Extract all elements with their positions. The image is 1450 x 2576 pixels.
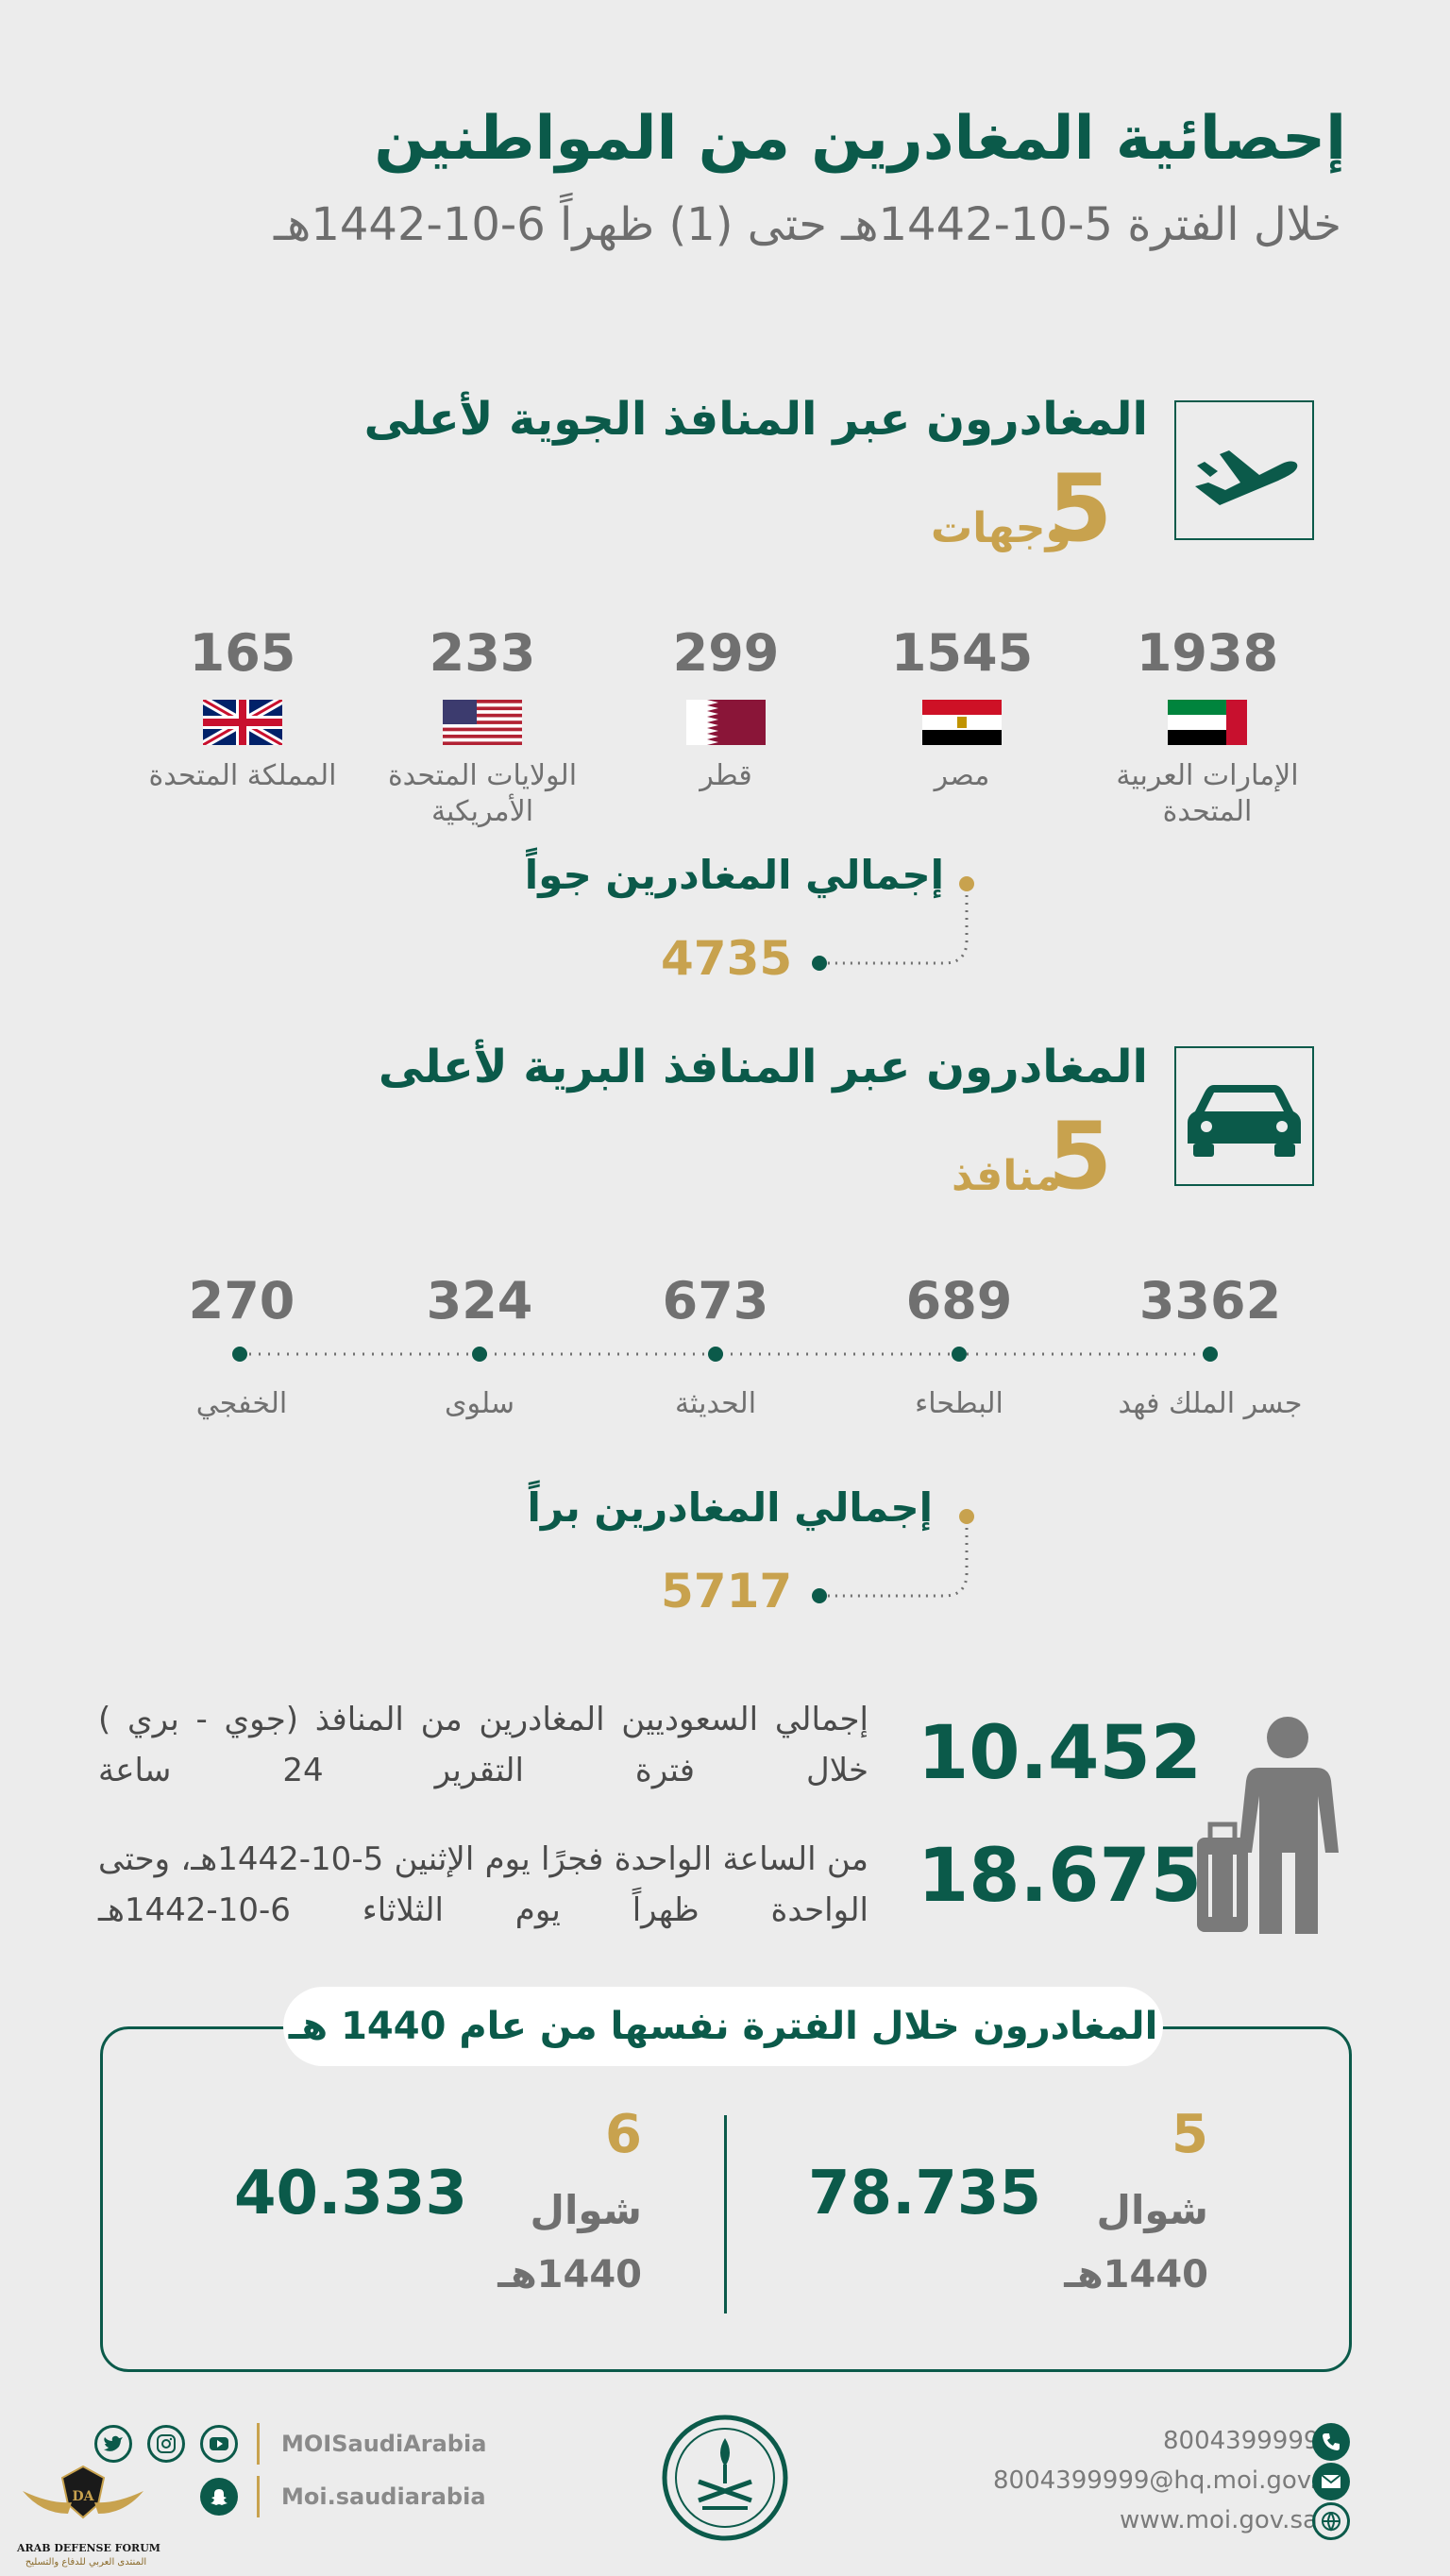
destination-value: 1938 [1136, 623, 1279, 683]
air-total-label: إجمالي المغادرين جواً [524, 852, 944, 898]
twitter-icon[interactable] [94, 2425, 132, 2463]
destination-uae: 1938 الإمارات العربية المتحدة [1099, 623, 1316, 829]
port-name: الحديثة [674, 1387, 757, 1420]
arab-defense-forum-logo: DA [23, 2465, 143, 2519]
airplane-icon-box [1174, 400, 1314, 540]
land-total-connector [812, 1509, 974, 1603]
port-value: 270 [188, 1271, 295, 1330]
land-count: 5 [1048, 1103, 1113, 1211]
port-name: جسر الملك فهد [1118, 1387, 1303, 1420]
destination-name: مصر [934, 759, 990, 792]
destination-qatar: 299 قطر [617, 623, 835, 794]
comparison-day-5: 5 [1172, 2104, 1208, 2165]
port-name: الخفجي [195, 1387, 288, 1420]
egypt-flag [922, 700, 1002, 745]
port-salwa: 324 سلوى [376, 1271, 583, 1420]
port-haditha: 673 الحديثة [612, 1271, 819, 1420]
land-count-word: منافذ [952, 1152, 1061, 1200]
comparison-title: المغادرون خلال الفترة نفسها من عام 1440 … [283, 1987, 1163, 2066]
destination-uk: 165 المملكة المتحدة [134, 623, 351, 794]
footer-separator [257, 2476, 260, 2517]
destination-name: الولايات المتحدة الأمريكية [387, 759, 578, 828]
svg-text:DA: DA [72, 2489, 94, 2504]
watermark-text-en: ARAB DEFENSE FORUM [17, 2542, 160, 2554]
comparison-value-5: 78.735 [808, 2159, 1041, 2229]
air-count-word: وجهات [931, 504, 1071, 552]
port-value: 3362 [1138, 1271, 1282, 1330]
comparison-value-6: 40.333 [234, 2159, 467, 2229]
email-icon [1312, 2463, 1350, 2500]
land-total-value: 5717 [661, 1564, 793, 1618]
globe-icon [1312, 2502, 1350, 2540]
usa-flag [443, 700, 522, 745]
air-section-heading: المغادرون عبر المنافذ الجوية لأعلى [363, 393, 1148, 446]
snapchat-icon[interactable] [200, 2478, 238, 2516]
instagram-icon[interactable] [147, 2425, 185, 2463]
comparison-year-6: 1440هـ [497, 2253, 642, 2296]
comparison-month-6: شوال [530, 2187, 642, 2233]
destination-name: قطر [700, 759, 752, 792]
phone-icon [1312, 2423, 1350, 2461]
uae-flag [1168, 700, 1247, 745]
timeline-dot [472, 1347, 487, 1362]
footer-website[interactable]: www.moi.gov.sa [1120, 2506, 1318, 2534]
destination-egypt: 1545 مصر [853, 623, 1071, 794]
watermark-text-ar: المنتدى العربي للدفاع والتسليح [25, 2557, 147, 2568]
social-handle-main[interactable]: MOISaudiArabia [281, 2431, 487, 2457]
car-icon [1188, 1085, 1301, 1157]
timeline-dot [952, 1347, 967, 1362]
footer-separator [257, 2423, 260, 2465]
destination-usa: 233 الولايات المتحدة الأمريكية [374, 623, 591, 829]
citizens-total-text: إجمالي السعوديين المغادرين من المنافذ (ج… [98, 1701, 869, 1790]
land-total-label: إجمالي المغادرين براً [527, 1484, 934, 1531]
page-title: إحصائية المغادرين من المواطنين [374, 104, 1346, 174]
port-value: 673 [662, 1271, 769, 1330]
port-value: 689 [905, 1271, 1013, 1330]
port-name: سلوى [444, 1387, 515, 1420]
uk-flag [203, 700, 282, 745]
destination-value: 299 [672, 623, 780, 683]
destination-value: 165 [189, 623, 296, 683]
airplane-icon [1195, 450, 1298, 505]
ports-timeline-line [240, 1352, 1210, 1356]
qatar-flag [686, 700, 766, 745]
destination-value: 1545 [890, 623, 1034, 683]
air-total-connector [812, 876, 974, 971]
period-total-value: 18.675 [918, 1834, 1202, 1919]
timeline-dot [1203, 1347, 1218, 1362]
car-icon-box [1174, 1046, 1314, 1186]
youtube-icon[interactable] [200, 2425, 238, 2463]
traveler-with-luggage-icon [1197, 1717, 1339, 1934]
page-subtitle: خلال الفترة 5-10-1442هـ حتى (1) ظهراً 6-… [273, 198, 1341, 251]
timeline-dot [232, 1347, 247, 1362]
social-handle-snapchat[interactable]: Moi.saudiarabia [281, 2483, 486, 2510]
footer-phone[interactable]: 8004399999 [1163, 2427, 1320, 2455]
port-batha: 689 البطحاء [855, 1271, 1063, 1420]
destination-name: الإمارات العربية المتحدة [1116, 759, 1299, 828]
port-name: البطحاء [915, 1387, 1003, 1420]
ministry-emblem [662, 2415, 788, 2541]
comparison-day-6: 6 [605, 2104, 642, 2165]
port-khafji: 270 الخفجي [138, 1271, 346, 1420]
land-section-heading: المغادرون عبر المنافذ البرية لأعلى [378, 1041, 1148, 1093]
air-total-value: 4735 [661, 931, 793, 986]
comparison-year-5: 1440هـ [1064, 2253, 1208, 2296]
port-king-fahd: 3362 جسر الملك فهد [1106, 1271, 1314, 1420]
destination-value: 233 [429, 623, 536, 683]
destination-name: المملكة المتحدة [148, 759, 337, 792]
comparison-divider [724, 2115, 727, 2313]
comparison-month-5: شوال [1096, 2187, 1208, 2233]
air-count: 5 [1048, 455, 1113, 563]
timeline-dot [708, 1347, 723, 1362]
period-total-text: من الساعة الواحدة فجرًا يوم الإثنين 5-10… [98, 1840, 868, 1930]
footer-email[interactable]: 8004399999@hq.moi.gov.sa [993, 2466, 1345, 2495]
port-value: 324 [426, 1271, 533, 1330]
citizens-total-value: 10.452 [918, 1711, 1202, 1796]
